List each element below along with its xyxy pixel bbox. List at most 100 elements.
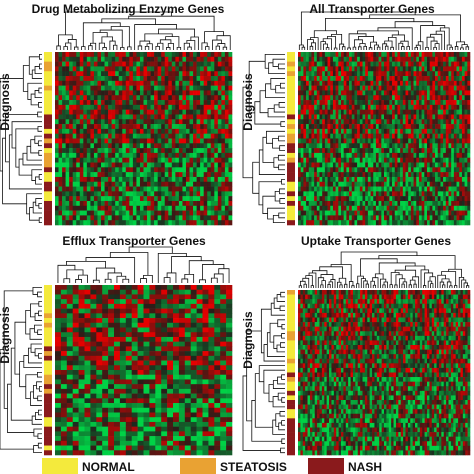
heatmap-cell xyxy=(190,303,197,309)
heatmap-cell xyxy=(421,71,425,77)
heatmap-cell xyxy=(440,196,444,202)
heatmap-cell xyxy=(306,95,310,101)
heatmap-cell xyxy=(178,346,186,352)
column-dendrogram xyxy=(425,46,429,50)
heatmap-cell xyxy=(306,71,310,77)
heatmap-cell xyxy=(381,191,385,197)
heatmap-cell xyxy=(72,370,79,376)
heatmap-cell xyxy=(429,119,433,125)
heatmap-cell xyxy=(451,109,455,115)
heatmap-cell xyxy=(418,181,422,187)
heatmap-cell xyxy=(175,85,180,91)
heatmap-cell xyxy=(440,181,444,187)
heatmap-cell xyxy=(111,191,116,197)
heatmap-cell xyxy=(147,152,151,159)
heatmap-cell xyxy=(394,66,398,72)
heatmap-cell xyxy=(217,157,222,163)
heatmap-cell xyxy=(108,355,115,361)
heatmap-cell xyxy=(190,374,197,380)
heatmap-cell xyxy=(306,56,310,62)
heatmap-cell xyxy=(224,95,229,101)
heatmap-cell xyxy=(193,148,197,154)
heatmap-cell xyxy=(424,80,428,86)
heatmap-cell xyxy=(343,119,347,125)
heatmap-cell xyxy=(65,133,70,139)
heatmap-cell xyxy=(435,210,439,216)
heatmap-cell xyxy=(58,191,63,197)
heatmap-cell xyxy=(108,128,112,134)
heatmap-cell xyxy=(118,76,123,82)
heatmap-cell xyxy=(72,167,77,173)
heatmap-cell xyxy=(408,148,412,154)
heatmap-cell xyxy=(178,90,183,96)
heatmap-cell xyxy=(386,66,390,72)
heatmap-cell xyxy=(303,124,307,130)
heatmap-cell xyxy=(150,172,155,178)
heatmap-cell xyxy=(78,332,85,338)
heatmap-cell xyxy=(367,157,371,163)
heatmap-cell xyxy=(298,109,301,115)
heatmap-cell xyxy=(461,104,465,110)
heatmap-cell xyxy=(429,133,433,139)
heatmap-cell xyxy=(421,176,425,183)
heatmap-cell xyxy=(319,71,323,77)
heatmap-cell xyxy=(370,186,374,192)
heatmap-cell xyxy=(157,104,162,110)
heatmap-cell xyxy=(221,167,226,173)
heatmap-cell xyxy=(306,61,310,67)
heatmap-cell xyxy=(108,308,115,314)
heatmap-cell xyxy=(76,205,81,211)
heatmap-cell xyxy=(136,90,141,96)
heatmap-cell xyxy=(90,355,97,361)
heatmap-cell xyxy=(370,162,374,168)
heatmap-cell xyxy=(217,128,222,134)
heatmap-cell xyxy=(184,365,191,371)
heatmap-cell xyxy=(338,167,342,173)
heatmap-cell xyxy=(459,76,463,82)
heatmap-cell xyxy=(200,100,204,106)
heatmap-cell xyxy=(193,85,197,91)
heatmap-cell xyxy=(467,152,471,159)
heatmap-cell xyxy=(79,95,84,101)
heatmap-cell xyxy=(427,215,430,221)
heatmap-cell xyxy=(122,76,127,82)
heatmap-cell xyxy=(322,148,326,154)
heatmap-cell xyxy=(392,176,396,183)
heatmap-cell xyxy=(168,186,173,192)
heatmap-cell xyxy=(79,52,84,58)
heatmap-cell xyxy=(467,167,471,173)
heatmap-cell xyxy=(72,313,79,319)
heatmap-cell xyxy=(435,109,439,115)
heatmap-cell xyxy=(185,167,190,173)
heatmap-cell xyxy=(397,85,401,91)
heatmap-cell xyxy=(392,172,396,178)
heatmap-cell xyxy=(119,351,127,357)
diagnosis-cell xyxy=(287,90,295,96)
heatmap-cell xyxy=(316,152,320,159)
heatmap-cell xyxy=(65,119,70,125)
heatmap-cell xyxy=(327,124,331,130)
row-dendrogram xyxy=(264,54,285,69)
heatmap-cell xyxy=(189,210,194,216)
heatmap-cell xyxy=(416,162,420,168)
heatmap-cell xyxy=(394,181,398,187)
heatmap-cell xyxy=(324,76,328,82)
heatmap-cell xyxy=(200,167,204,173)
heatmap-cell xyxy=(300,80,304,86)
heatmap-cell xyxy=(324,210,328,216)
heatmap-cell xyxy=(432,52,436,58)
heatmap-cell xyxy=(386,152,390,159)
heatmap-cell xyxy=(351,104,355,110)
heatmap-cell xyxy=(83,191,88,197)
heatmap-cell xyxy=(93,157,98,163)
heatmap-cell xyxy=(394,148,398,154)
heatmap-cell xyxy=(175,143,180,149)
heatmap-cell xyxy=(84,327,91,333)
heatmap-cell xyxy=(354,133,358,139)
heatmap-cell xyxy=(354,181,358,187)
heatmap-cell xyxy=(346,181,350,187)
heatmap-cell xyxy=(359,167,363,173)
heatmap-cell xyxy=(175,76,180,82)
heatmap-cell xyxy=(150,76,155,82)
heatmap-cell xyxy=(83,143,88,149)
